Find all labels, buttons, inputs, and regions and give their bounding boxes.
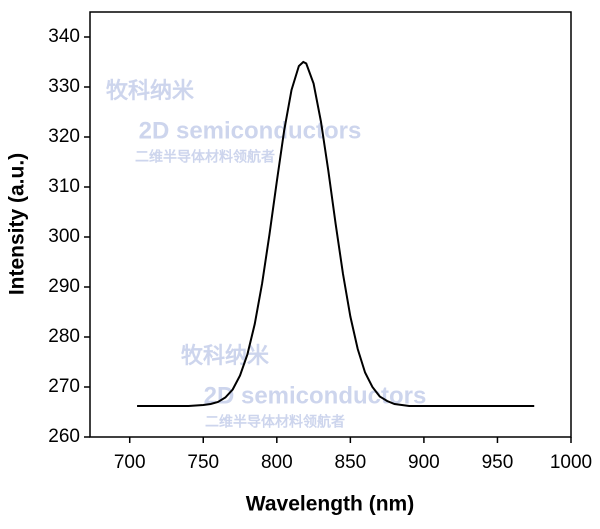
x-tick-label: 1000: [550, 452, 592, 473]
watermark: 二维半导体材料领航者: [135, 149, 275, 165]
watermark: 牧科纳米: [181, 343, 270, 368]
y-tick-label: 330: [48, 76, 80, 97]
y-tick-label: 280: [48, 326, 80, 347]
y-tick-label: 300: [48, 226, 80, 247]
y-tick-label: 340: [48, 26, 80, 47]
watermark: 二维半导体材料领航者: [205, 414, 345, 430]
watermark: 牧科纳米: [106, 78, 195, 103]
y-tick-label: 310: [48, 176, 80, 197]
x-tick-label: 850: [335, 452, 367, 473]
x-tick-label: 900: [408, 452, 440, 473]
x-tick-label: 950: [482, 452, 514, 473]
x-tick-label: 800: [261, 452, 293, 473]
watermark: 2D semiconductors: [204, 382, 427, 409]
y-tick-label: 320: [48, 126, 80, 147]
x-axis-title: Wavelength (nm): [246, 493, 414, 516]
y-tick-label: 290: [48, 276, 80, 297]
data-line: [137, 60, 535, 407]
y-axis-title: Intensity (a.u.): [6, 153, 29, 295]
y-tick-label: 260: [48, 426, 80, 447]
x-tick-label: 750: [187, 452, 219, 473]
watermark: 2D semiconductors: [139, 117, 362, 144]
plot-frame: [89, 11, 572, 438]
x-tick-label: 700: [114, 452, 146, 473]
y-tick-label: 270: [48, 376, 80, 397]
